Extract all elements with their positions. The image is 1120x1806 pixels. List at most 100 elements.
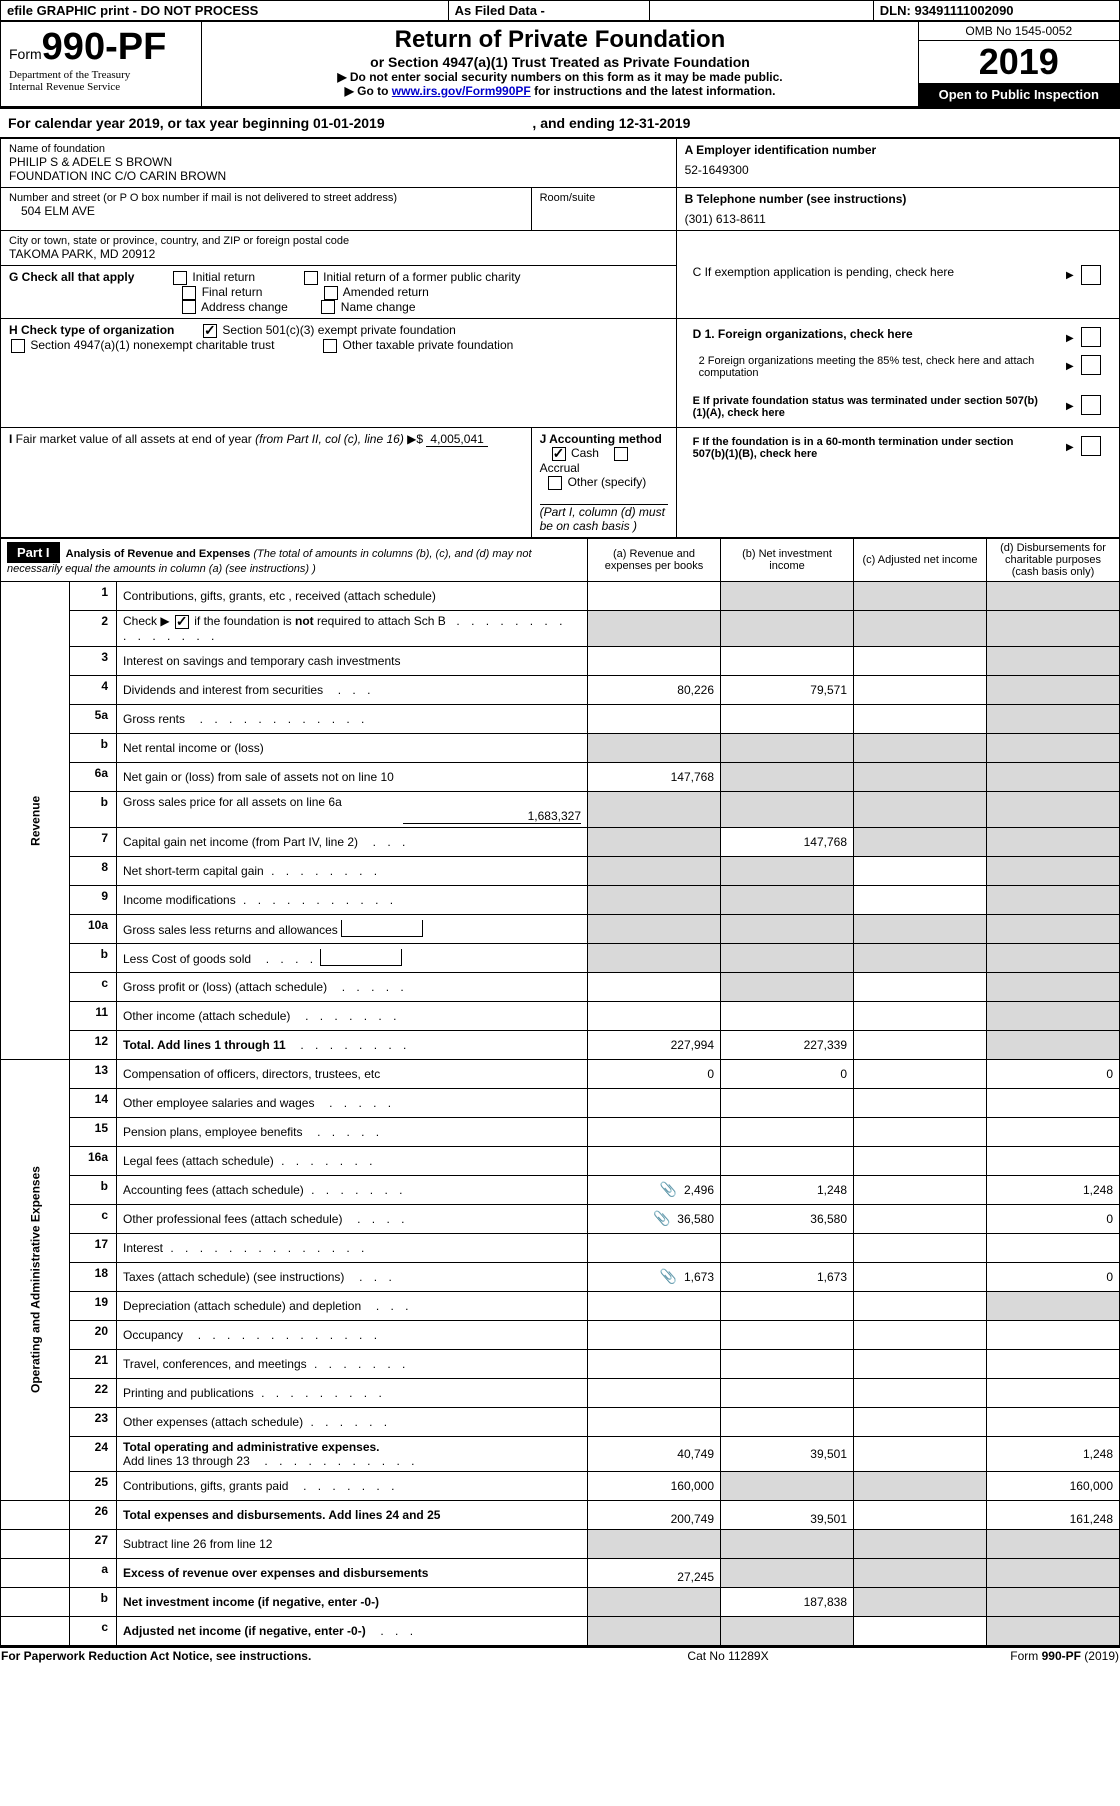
phone-label: B Telephone number (see instructions) (685, 192, 1111, 206)
row-15: 15Pension plans, employee benefits . . .… (1, 1117, 1120, 1146)
street-value: 504 ELM AVE (9, 204, 523, 218)
paperclip-icon[interactable]: 📎 (653, 1210, 670, 1226)
dln-cell: DLN: 93491111002090 (873, 1, 1119, 21)
schb-checkbox[interactable] (175, 615, 189, 629)
col-b-head: (b) Net investment income (721, 539, 854, 582)
row-27b: bNet investment income (if negative, ent… (1, 1587, 1120, 1616)
asfiled-label: As Filed Data - (448, 1, 649, 21)
h-501c3-checkbox[interactable] (203, 324, 217, 338)
row-11: 11Other income (attach schedule) . . . .… (1, 1001, 1120, 1030)
f-label: F If the foundation is in a 60-month ter… (685, 432, 1055, 464)
footer-catno: Cat No 11289X (560, 1647, 896, 1664)
footer-formref: Form 990-PF (2019) (896, 1647, 1120, 1664)
amended-return-checkbox[interactable] (324, 286, 338, 300)
col-d-head: (d) Disbursements for charitable purpose… (987, 539, 1120, 582)
foundation-name-1: PHILIP S & ADELE S BROWN (9, 155, 668, 169)
page-footer: For Paperwork Reduction Act Notice, see … (0, 1646, 1120, 1664)
row-9: 9Income modifications . . . . . . . . . … (1, 885, 1120, 914)
row-3: 3Interest on savings and temporary cash … (1, 646, 1120, 675)
d2-checkbox[interactable] (1081, 355, 1101, 375)
initial-former-checkbox[interactable] (304, 271, 318, 285)
phone-value: (301) 613-8611 (685, 212, 1111, 226)
part1-label: Part I (7, 542, 60, 563)
col-c-head: (c) Adjusted net income (854, 539, 987, 582)
j-accrual-checkbox[interactable] (614, 447, 628, 461)
c-label: C If exemption application is pending, c… (685, 261, 1055, 289)
foundation-info: Name of foundation PHILIP S & ADELE S BR… (0, 138, 1120, 538)
expenses-vert-label: Operating and Administrative Expenses (1, 1059, 70, 1500)
form-instr1: ▶ Do not enter social security numbers o… (210, 70, 909, 84)
h-label: H Check type of organization (9, 323, 174, 337)
calendar-year-line: For calendar year 2019, or tax year begi… (0, 107, 1120, 138)
row-10b: bLess Cost of goods sold . . . . (1, 943, 1120, 972)
dept-irs: Internal Revenue Service (9, 81, 193, 93)
row-27: 27Subtract line 26 from line 12 (1, 1529, 1120, 1558)
row-12: 12Total. Add lines 1 through 11 . . . . … (1, 1030, 1120, 1059)
i-label: I (9, 432, 12, 446)
row-18: 18Taxes (attach schedule) (see instructi… (1, 1262, 1120, 1291)
row-4: 4Dividends and interest from securities … (1, 675, 1120, 704)
r6b-value: 1,683,327 (403, 809, 581, 824)
tax-year: 2019 (919, 41, 1119, 83)
row-26: 26Total expenses and disbursements. Add … (1, 1500, 1120, 1529)
h-4947-checkbox[interactable] (11, 339, 25, 353)
j-cash-checkbox[interactable] (552, 447, 566, 461)
j-other-checkbox[interactable] (548, 476, 562, 490)
d1-label: D 1. Foreign organizations, check here (685, 323, 1055, 351)
form-title: Return of Private Foundation (210, 26, 909, 54)
d2-label: 2 Foreign organizations meeting the 85% … (685, 351, 1055, 383)
irs-link[interactable]: www.irs.gov/Form990PF (392, 84, 531, 98)
form-instr2: ▶ Go to www.irs.gov/Form990PF for instru… (210, 84, 909, 98)
row-27c: cAdjusted net income (if negative, enter… (1, 1616, 1120, 1645)
row-6b: bGross sales price for all assets on lin… (1, 791, 1120, 827)
row-5b: bNet rental income or (loss) (1, 733, 1120, 762)
paperclip-icon[interactable]: 📎 (660, 1268, 677, 1284)
c-checkbox[interactable] (1081, 265, 1101, 285)
row-22: 22Printing and publications . . . . . . … (1, 1378, 1120, 1407)
dln-value: 93491111002090 (914, 3, 1013, 18)
row-21: 21Travel, conferences, and meetings . . … (1, 1349, 1120, 1378)
efile-bar: efile GRAPHIC print - DO NOT PROCESS As … (0, 0, 1120, 21)
omb-number: OMB No 1545-0052 (919, 22, 1119, 41)
row-8: 8Net short-term capital gain . . . . . .… (1, 856, 1120, 885)
city-value: TAKOMA PARK, MD 20912 (9, 247, 668, 261)
ein-value: 52-1649300 (685, 163, 1111, 177)
row-20: 20Occupancy . . . . . . . . . . . . . (1, 1320, 1120, 1349)
dept-treasury: Department of the Treasury (9, 69, 193, 81)
part1-table: Part I Analysis of Revenue and Expenses … (0, 538, 1120, 1646)
row-7: 7Capital gain net income (from Part IV, … (1, 827, 1120, 856)
row-10a: 10aGross sales less returns and allowanc… (1, 914, 1120, 943)
name-label: Name of foundation (9, 143, 668, 155)
row-14: 14Other employee salaries and wages . . … (1, 1088, 1120, 1117)
final-return-checkbox[interactable] (182, 286, 196, 300)
initial-return-checkbox[interactable] (173, 271, 187, 285)
row-1: Revenue 1 Contributions, gifts, grants, … (1, 582, 1120, 611)
dln-label: DLN: (880, 3, 911, 18)
i-value: 4,005,041 (426, 432, 487, 447)
row-24: 24Total operating and administrative exp… (1, 1436, 1120, 1471)
ein-label: A Employer identification number (685, 143, 1111, 157)
street-label: Number and street (or P O box number if … (9, 192, 523, 204)
part1-title: Analysis of Revenue and Expenses (66, 548, 251, 560)
j-note: (Part I, column (d) must be on cash basi… (540, 505, 665, 533)
e-label: E If private foundation status was termi… (685, 391, 1055, 423)
form-number: Form990-PF (9, 26, 193, 69)
row-16b: bAccounting fees (attach schedule) . . .… (1, 1175, 1120, 1204)
name-change-checkbox[interactable] (321, 300, 335, 314)
row-10c: cGross profit or (loss) (attach schedule… (1, 972, 1120, 1001)
row-27a: aExcess of revenue over expenses and dis… (1, 1558, 1120, 1587)
f-checkbox[interactable] (1081, 436, 1101, 456)
city-label: City or town, state or province, country… (9, 235, 668, 247)
g-label: G Check all that apply (9, 270, 134, 284)
efile-label: efile GRAPHIC print - DO NOT PROCESS (1, 1, 449, 21)
row-16a: 16aLegal fees (attach schedule) . . . . … (1, 1146, 1120, 1175)
paperclip-icon[interactable]: 📎 (660, 1181, 677, 1197)
address-change-checkbox[interactable] (182, 300, 196, 314)
h-other-checkbox[interactable] (323, 339, 337, 353)
col-a-head: (a) Revenue and expenses per books (588, 539, 721, 582)
room-label: Room/suite (540, 192, 668, 204)
e-checkbox[interactable] (1081, 395, 1101, 415)
d1-checkbox[interactable] (1081, 327, 1101, 347)
form-subtitle: or Section 4947(a)(1) Trust Treated as P… (210, 54, 909, 70)
row-2: 2 Check ▶ if the foundation is not requi… (1, 611, 1120, 647)
